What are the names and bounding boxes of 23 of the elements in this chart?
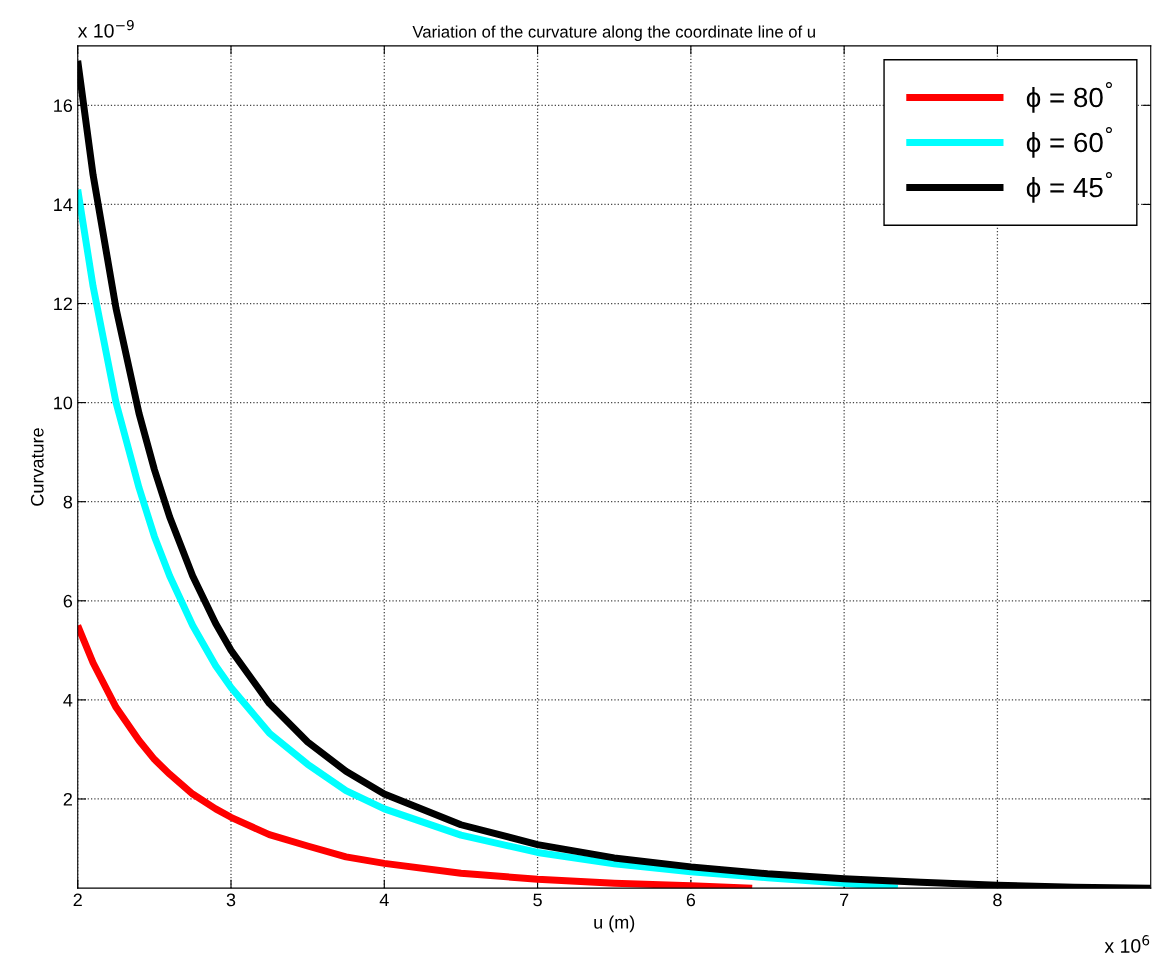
y-tick-label: 4 <box>63 694 73 707</box>
x-tick-label: 2 <box>73 893 82 907</box>
x-tick-label: 3 <box>226 893 236 907</box>
y-tick-label: 16 <box>54 99 73 113</box>
x-tick-label: 6 <box>686 893 696 907</box>
y-tick-label: 10 <box>54 396 73 410</box>
y-tick-label: 8 <box>63 495 73 509</box>
legend-label: ϕ = 60$^{°}$ <box>1026 126 1112 158</box>
text: x 10$^{6}$ <box>1104 935 1150 953</box>
y-tick-label: 14 <box>54 198 73 211</box>
x-tick-label: 5 <box>533 893 542 907</box>
legend-label: ϕ = 80$^{°}$ <box>1026 81 1112 113</box>
chart-title: Variation of the curvature along the coordinate line of u <box>412 25 815 41</box>
x-tick-label: 8 <box>993 893 1002 907</box>
x-tick-label: 7 <box>840 893 849 907</box>
y-tick-label: 12 <box>54 297 72 311</box>
text: x 10$^{−9}$ <box>77 19 134 38</box>
x-axis-title: u (m) <box>594 915 635 933</box>
y-axis-title: Curvature <box>30 428 44 506</box>
x-tick-label: 4 <box>379 893 389 907</box>
y-tick-label: 6 <box>63 594 73 608</box>
legend-label: ϕ = 45$^{°}$ <box>1026 171 1112 203</box>
y-tick-label: 2 <box>63 792 72 806</box>
